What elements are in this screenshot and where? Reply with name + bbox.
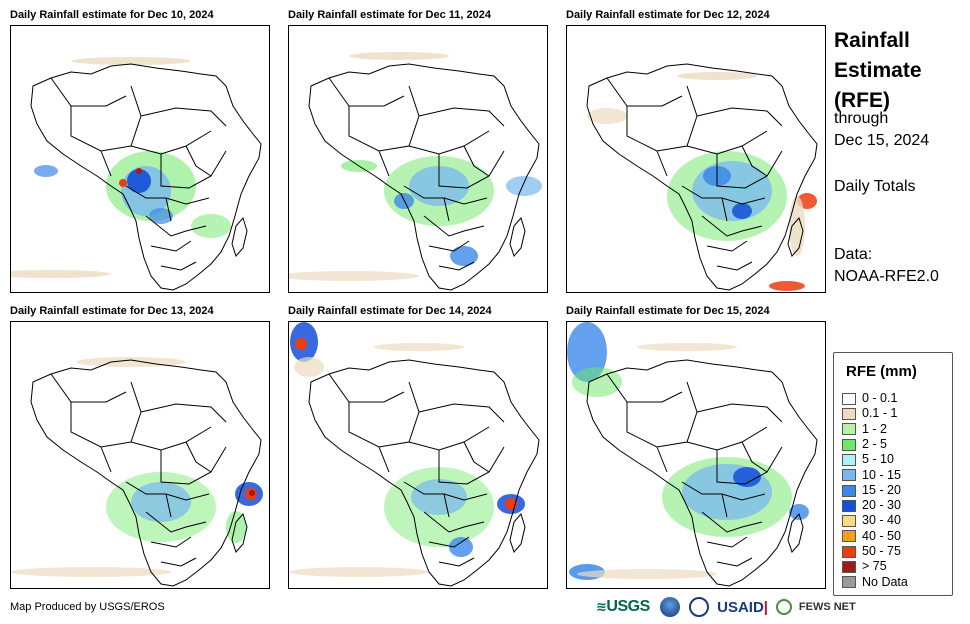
legend-label: 50 - 75 [862, 544, 901, 558]
country-borders [30, 359, 262, 587]
rainfall-map-dec-13 [11, 357, 263, 587]
panel-title-dec-15: Daily Rainfall estimate for Dec 15, 2024 [566, 305, 770, 317]
legend-item: > 75 [842, 559, 887, 574]
legend-swatch [842, 453, 856, 466]
legend-swatch [842, 438, 856, 451]
panel-title-dec-12: Daily Rainfall estimate for Dec 12, 2024 [566, 9, 770, 21]
noaa-logo-icon [660, 597, 681, 617]
legend-swatch [842, 545, 856, 558]
legend-swatch [842, 499, 856, 512]
legend-title: RFE (mm) [846, 363, 917, 380]
map-title-line-1: Rainfall [834, 29, 910, 52]
partner-logos: ≋USGS USAID| FEWS NET [596, 597, 856, 619]
through-date: Dec 15, 2024 [834, 132, 930, 149]
legend-item: 30 - 40 [842, 513, 901, 528]
panel-title-dec-13: Daily Rainfall estimate for Dec 13, 2024 [10, 305, 214, 317]
rainfall-map-dec-11 [289, 52, 542, 291]
legend-swatch [842, 469, 856, 482]
legend-swatch [842, 530, 856, 543]
legend-label: 15 - 20 [862, 482, 901, 497]
legend-label: 1 - 2 [862, 421, 888, 436]
data-label: Data: [834, 246, 873, 263]
legend-swatch [842, 484, 856, 497]
legend-item: 20 - 30 [842, 498, 901, 513]
map-panel-dec-13 [10, 321, 270, 589]
usaid-logo: USAID| [717, 598, 768, 616]
fewsnet-logo: FEWS NET [798, 601, 856, 613]
usgs-logo: ≋USGS [596, 598, 650, 615]
legend-label: 0.1 - 1 [862, 406, 898, 421]
legend-label: 5 - 10 [862, 452, 894, 467]
rain-cells [567, 322, 809, 580]
totals-label: Daily Totals [834, 178, 916, 195]
rainfall-map-dec-14 [289, 322, 540, 587]
doc-seal-icon [688, 597, 709, 617]
legend-item: 1 - 2 [842, 422, 887, 437]
map-title-line-3: (RFE) [834, 89, 890, 112]
map-panel-dec-10 [10, 25, 270, 293]
legend-item: 40 - 50 [842, 529, 901, 544]
legend-swatch [842, 423, 856, 436]
fewsnet-globe-icon [776, 599, 793, 615]
credit-text: Map Produced by USGS/EROS [10, 601, 165, 613]
legend-swatch [842, 576, 856, 589]
legend-label: 30 - 40 [862, 513, 901, 528]
legend-item: 15 - 20 [842, 483, 901, 498]
legend-swatch [842, 561, 856, 573]
map-panel-dec-15 [566, 321, 826, 589]
legend-label: 10 - 15 [862, 467, 901, 482]
legend-item: 2 - 5 [842, 437, 887, 452]
legend-label: 40 - 50 [862, 528, 901, 543]
through-label: through [834, 110, 889, 127]
legend-swatch [842, 515, 856, 528]
legend-label: 2 - 5 [862, 436, 888, 451]
legend-swatch [842, 392, 856, 405]
rainfall-map-dec-10 [11, 57, 262, 291]
legend-item: 5 - 10 [842, 452, 894, 467]
map-title-line-2: Estimate [834, 59, 922, 82]
legend-swatch [842, 408, 856, 420]
rain-cells [11, 357, 263, 577]
map-panel-dec-11 [288, 25, 548, 293]
legend-item: 10 - 15 [842, 468, 901, 483]
legend-item: 50 - 75 [842, 544, 901, 559]
legend-item: 0.1 - 1 [842, 406, 897, 421]
rainfall-map-dec-15 [567, 322, 818, 587]
legend-item: No Data [842, 575, 908, 590]
legend-item: 0 - 0.1 [842, 391, 897, 406]
rain-cells [587, 72, 817, 291]
data-source: NOAA-RFE2.0 [834, 268, 939, 285]
rainfall-map-dec-12 [586, 63, 818, 291]
panel-title-dec-10: Daily Rainfall estimate for Dec 10, 2024 [10, 9, 214, 21]
rain-cells [289, 322, 525, 577]
legend-label: No Data [862, 574, 908, 589]
legend-label: > 75 [862, 559, 887, 574]
usgs-wave-icon: ≋ [596, 599, 607, 614]
legend-label: 20 - 30 [862, 498, 901, 513]
panel-title-dec-14: Daily Rainfall estimate for Dec 14, 2024 [288, 305, 492, 317]
map-title: Rainfall Estimate (RFE) [834, 26, 922, 116]
panel-title-dec-11: Daily Rainfall estimate for Dec 11, 2024 [288, 9, 491, 21]
rain-cells [11, 57, 231, 278]
legend-label: 0 - 0.1 [862, 391, 898, 405]
map-panel-dec-14 [288, 321, 548, 589]
map-panel-dec-12 [566, 25, 826, 293]
